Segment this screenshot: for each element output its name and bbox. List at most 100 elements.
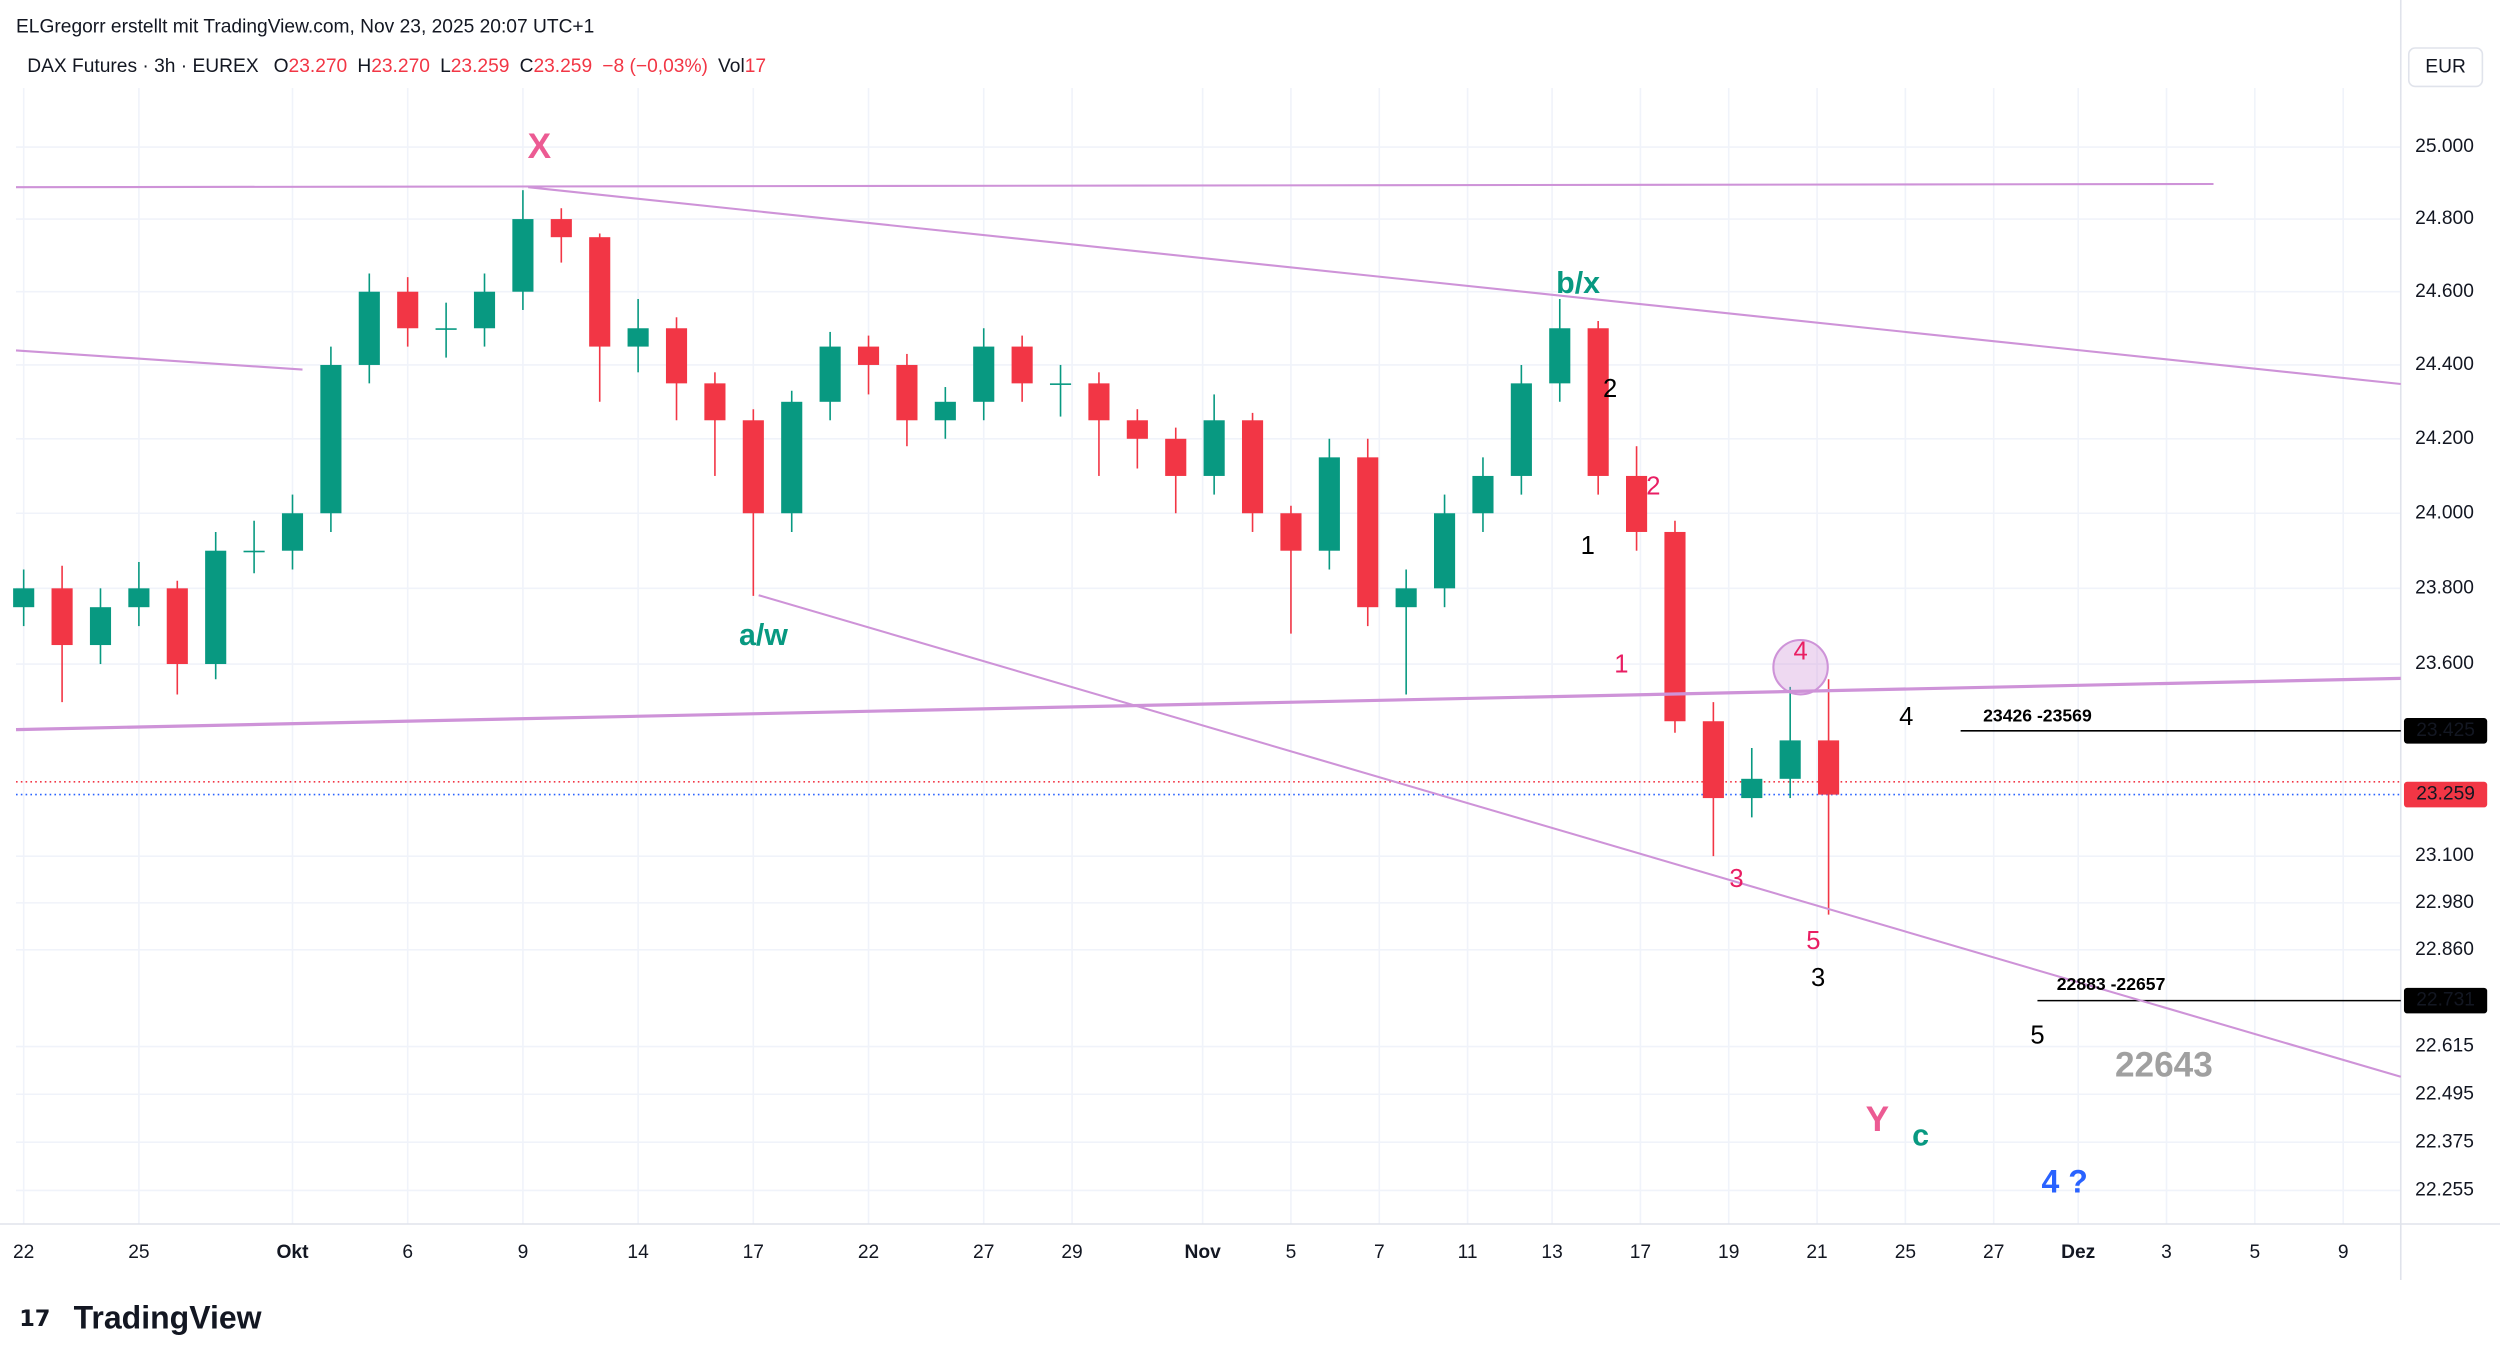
- wave-label: 4 ?: [2042, 1163, 2088, 1199]
- candle-body: [13, 588, 35, 608]
- wave-label: 3: [1811, 964, 1825, 992]
- quote-value: 23.259: [533, 56, 592, 77]
- x-tick-label: 5: [1286, 1242, 1297, 1263]
- wave-label: 5: [2030, 1022, 2044, 1050]
- x-tick-label: 17: [743, 1242, 764, 1263]
- wave-label: 2: [1603, 375, 1617, 403]
- y-tick-label: 23.600: [2415, 653, 2474, 674]
- x-tick-label: 17: [1630, 1242, 1651, 1263]
- y-tick-label: 24.400: [2415, 354, 2474, 375]
- x-tick-label: Okt: [276, 1242, 309, 1263]
- price-label-box: [2403, 987, 2488, 1014]
- candle-body: [781, 401, 803, 514]
- quote-key: L: [440, 56, 451, 77]
- wave-label: Y: [1866, 1100, 1889, 1139]
- candle-body: [51, 588, 73, 646]
- x-tick-label: 22: [858, 1242, 879, 1263]
- candle-body: [281, 513, 304, 551]
- y-tick-label: 22.255: [2415, 1180, 2474, 1201]
- currency-box[interactable]: [2407, 47, 2484, 88]
- wave-label: 3: [1729, 865, 1743, 893]
- candle-body: [1126, 420, 1148, 439]
- x-tick-label: Dez: [2061, 1242, 2095, 1263]
- target-label: 22643: [2115, 1046, 2213, 1085]
- candle-body: [665, 328, 688, 384]
- price-label-box: [2403, 781, 2488, 808]
- candle-body: [473, 291, 496, 329]
- legend: DAX Futures · 3h · EUREX O23.270 H23.270…: [27, 56, 766, 77]
- candle-body: [550, 219, 572, 238]
- quote-key: H: [357, 56, 371, 77]
- y-tick-label: 23.100: [2415, 845, 2474, 866]
- candle-body: [358, 291, 380, 365]
- candle-body: [243, 550, 265, 553]
- candle-body: [1818, 740, 1840, 795]
- wave-label: 4: [1793, 638, 1807, 666]
- zone-label: 23426 -23569: [1983, 705, 2092, 725]
- candle-body: [589, 237, 611, 347]
- trendline: [528, 186, 2401, 386]
- price-label: 22.731: [2416, 990, 2475, 1011]
- price-label-box: [2403, 718, 2488, 744]
- circle-marker: [1772, 638, 1829, 696]
- candle-body: [1549, 328, 1571, 384]
- candle-body: [1049, 383, 1072, 385]
- credit: ELGregorr erstellt mit TradingView.com, …: [16, 16, 594, 37]
- x-tick-label: 5: [2250, 1242, 2261, 1263]
- change: −8 (−0,03%): [602, 56, 708, 77]
- candle-body: [742, 420, 764, 514]
- candle-body: [166, 588, 188, 665]
- zone-label: 22883 -22657: [2057, 974, 2166, 994]
- x-tick-label: 3: [2161, 1242, 2172, 1263]
- candle-body: [819, 346, 841, 402]
- y-tick-label: 22.495: [2415, 1083, 2474, 1104]
- candle-body: [973, 346, 995, 402]
- logo-text: TradingView: [74, 1299, 262, 1335]
- quote-value: 23.270: [371, 56, 430, 77]
- candle-body: [320, 364, 342, 514]
- candle-body: [1510, 383, 1532, 476]
- x-tick-label: 22: [13, 1242, 34, 1263]
- y-tick-label: 24.600: [2415, 281, 2474, 302]
- y-tick-label: 22.375: [2415, 1131, 2474, 1152]
- candle-body: [128, 588, 150, 608]
- candle-body: [1664, 531, 1686, 722]
- candle-body: [934, 401, 956, 421]
- trendline: [16, 182, 2214, 189]
- y-tick-label: 24.000: [2415, 502, 2474, 523]
- trendline: [15, 349, 303, 371]
- x-tick-label: 29: [1061, 1242, 1082, 1263]
- x-tick-label: 27: [1983, 1242, 2004, 1263]
- price-label: 23.259: [2416, 784, 2475, 805]
- quote-key: O: [274, 56, 289, 77]
- logo: 𝟭𝟳 TradingView: [19, 1299, 261, 1335]
- candle-body: [627, 328, 649, 347]
- candle-body: [1741, 778, 1763, 799]
- annotations: X b/x a/w 2 1 2 1 4 4 3 5 3 5 22643 Y c …: [528, 127, 2213, 1199]
- x-tick-label: 13: [1541, 1242, 1562, 1263]
- x-tick-label: 27: [973, 1242, 994, 1263]
- candle-body: [435, 328, 457, 330]
- y-tick-label: 22.615: [2415, 1036, 2474, 1057]
- quote-value: 23.259: [451, 56, 510, 77]
- quote-key: C: [520, 56, 534, 77]
- x-tick-label: 21: [1806, 1242, 1827, 1263]
- trendline: [758, 594, 2402, 1078]
- x-tick-label: 14: [627, 1242, 649, 1263]
- wave-label: c: [1912, 1119, 1929, 1153]
- wave-label: 4: [1899, 703, 1913, 731]
- volume: 17: [745, 56, 766, 77]
- price-label: 23.425: [2416, 720, 2475, 741]
- currency[interactable]: EUR: [2425, 56, 2466, 77]
- symbol: DAX Futures · 3h · EUREX: [27, 56, 259, 77]
- candle-body: [704, 383, 726, 421]
- candle-body: [1318, 457, 1340, 551]
- wave-label: b/x: [1556, 266, 1600, 300]
- candle-body: [1088, 383, 1110, 421]
- candle-body: [1626, 475, 1648, 532]
- candle-body: [1165, 438, 1187, 476]
- y-tick-label: 24.200: [2415, 428, 2474, 449]
- x-tick-label: 7: [1374, 1242, 1385, 1263]
